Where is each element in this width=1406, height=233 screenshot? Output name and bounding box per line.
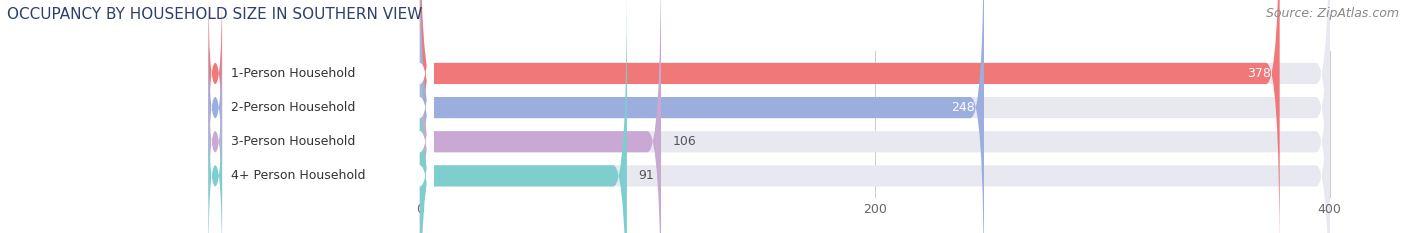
FancyBboxPatch shape (208, 0, 433, 233)
FancyBboxPatch shape (208, 84, 222, 233)
FancyBboxPatch shape (208, 50, 222, 233)
FancyBboxPatch shape (420, 0, 1279, 233)
Text: 248: 248 (950, 101, 974, 114)
FancyBboxPatch shape (420, 0, 1330, 233)
FancyBboxPatch shape (420, 0, 1330, 233)
Text: 378: 378 (1247, 67, 1271, 80)
Text: 3-Person Household: 3-Person Household (231, 135, 356, 148)
FancyBboxPatch shape (208, 16, 222, 199)
Text: 1-Person Household: 1-Person Household (231, 67, 356, 80)
FancyBboxPatch shape (420, 0, 661, 233)
Text: 4+ Person Household: 4+ Person Household (231, 169, 366, 182)
FancyBboxPatch shape (420, 0, 627, 233)
Text: 91: 91 (638, 169, 654, 182)
Text: 106: 106 (672, 135, 696, 148)
Text: Source: ZipAtlas.com: Source: ZipAtlas.com (1265, 7, 1399, 20)
FancyBboxPatch shape (420, 0, 1330, 233)
FancyBboxPatch shape (208, 0, 433, 233)
Text: OCCUPANCY BY HOUSEHOLD SIZE IN SOUTHERN VIEW: OCCUPANCY BY HOUSEHOLD SIZE IN SOUTHERN … (7, 7, 422, 22)
FancyBboxPatch shape (420, 0, 984, 233)
FancyBboxPatch shape (208, 0, 433, 233)
FancyBboxPatch shape (208, 0, 222, 165)
FancyBboxPatch shape (208, 0, 433, 233)
Text: 2-Person Household: 2-Person Household (231, 101, 356, 114)
FancyBboxPatch shape (420, 0, 1330, 233)
